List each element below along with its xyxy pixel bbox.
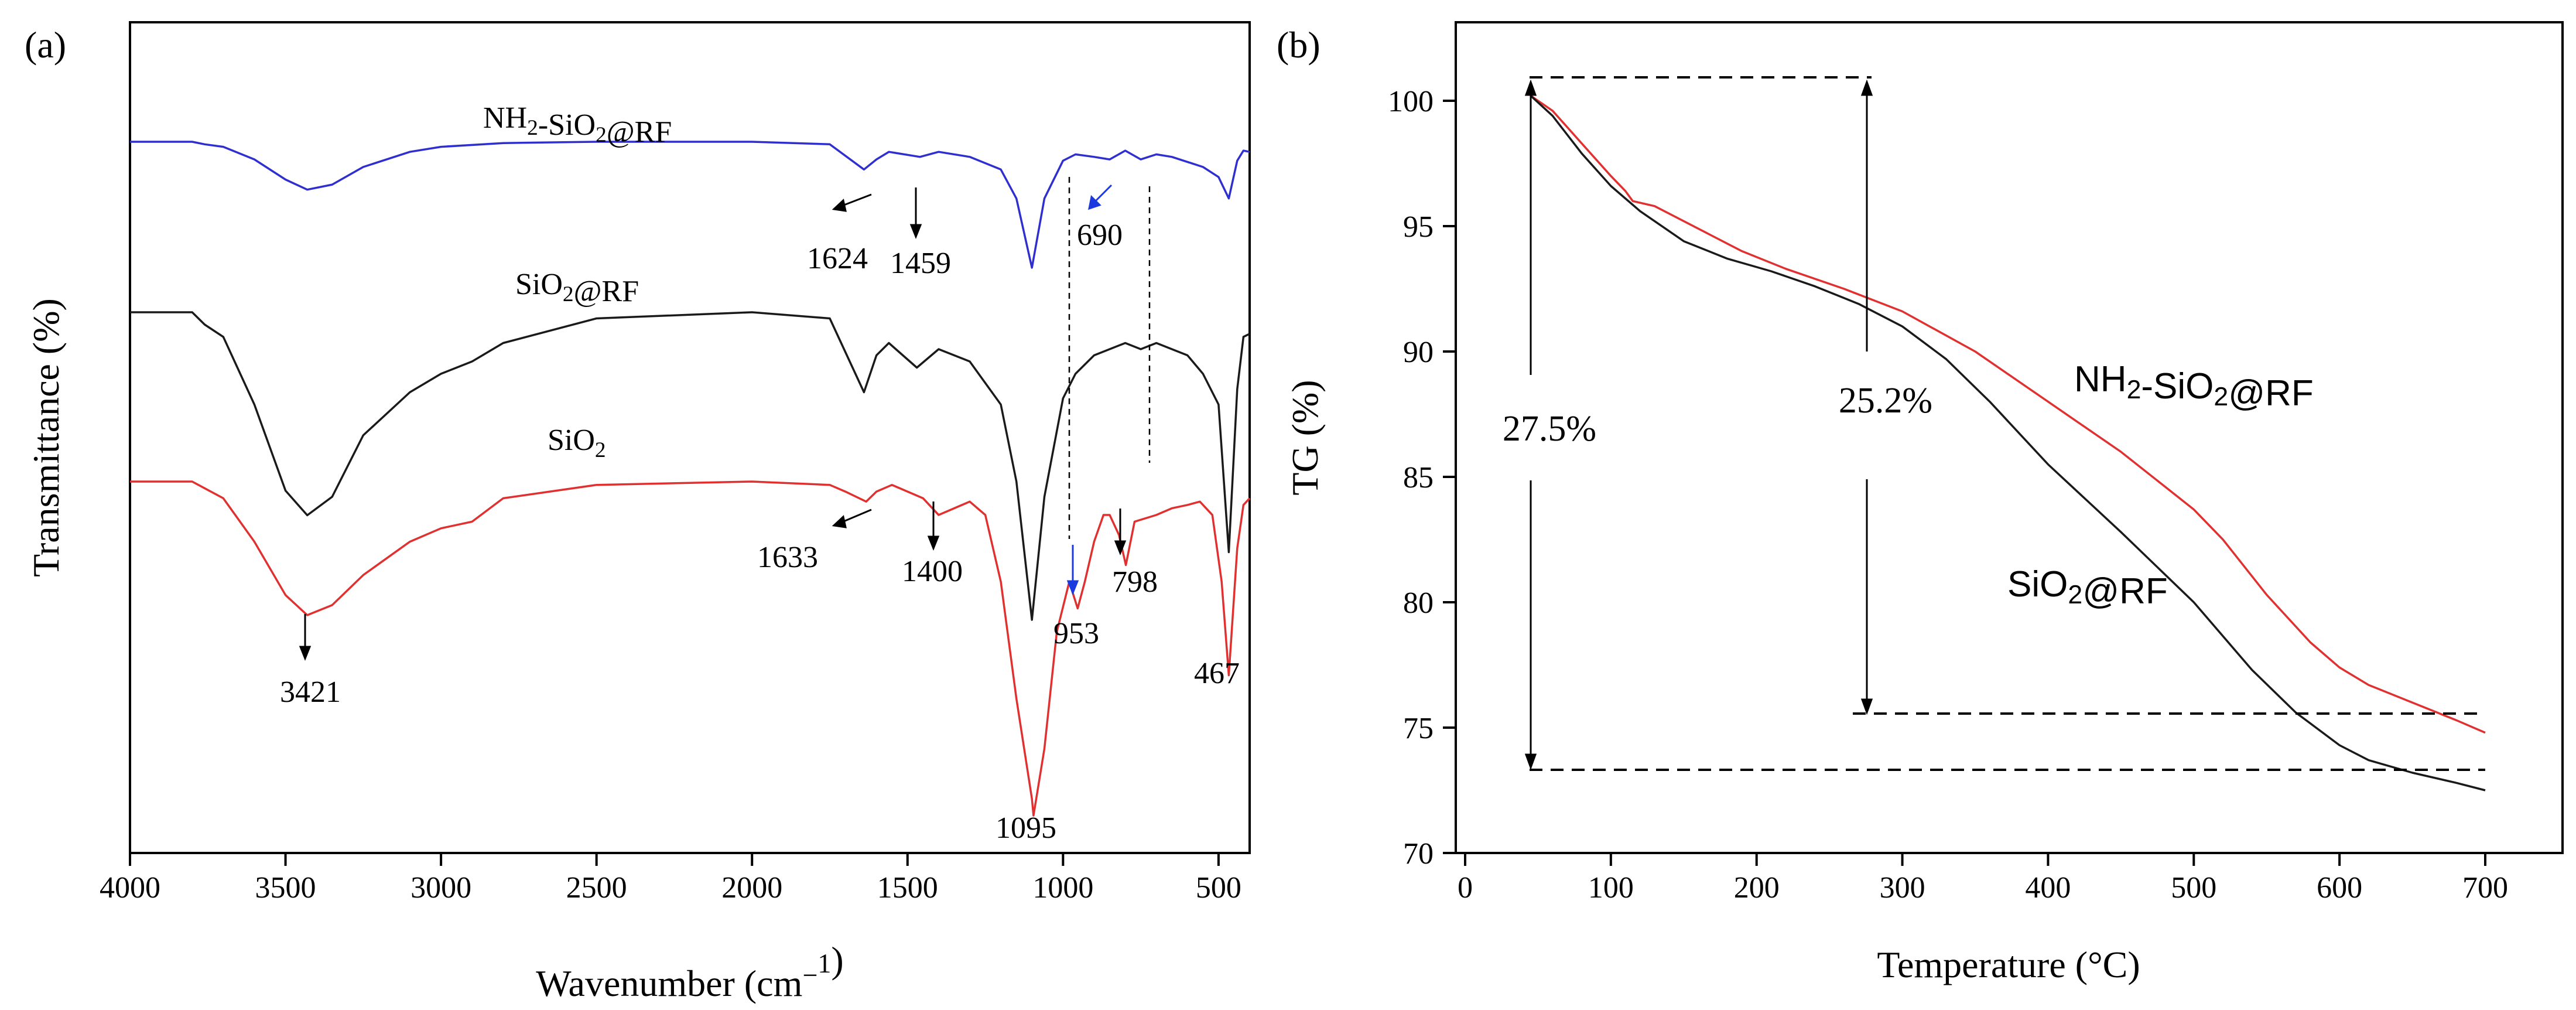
panel-a-series-2 [130,480,1251,817]
arrow-27-5-down-head [1524,753,1537,770]
panel-a-xtick-label-3500: 3500 [255,871,316,905]
panel-a-ylabel: Transmittance (%) [25,298,67,577]
panel-b-xtick-label-100: 100 [1588,871,1634,905]
panel-b-ytick-label-70: 70 [1403,837,1434,871]
peak-label-953: 953 [1053,617,1099,650]
panel-a-series-0 [130,141,1250,269]
panel-a-frame [129,21,1251,854]
arrowhead-1624 [832,199,847,212]
panel-a-xtick-label-4000: 4000 [100,871,160,905]
arrowhead-1459 [909,224,922,240]
panel-b-xtick-label-0: 0 [1458,871,1473,905]
panel-a-xtick-label-3000: 3000 [410,871,471,905]
panel-b-ytick-label-90: 90 [1403,336,1434,369]
panel-a-label: (a) [25,24,66,66]
peak-label-467: 467 [1194,657,1240,690]
panel-a-dashed-guides [1068,177,1151,539]
arrow-690 [1093,184,1113,204]
panel-b-ytick-label-75: 75 [1403,712,1434,745]
panel-b-xtick-label-600: 600 [2317,871,2362,905]
arrowhead-953 [1066,580,1079,596]
peak-label-690: 690 [1077,219,1123,252]
panel-b-xtick-label-200: 200 [1734,871,1780,905]
peak-label-798: 798 [1112,565,1158,599]
panel-b-arrows [1524,79,1873,770]
label-nh2-sio2-rf-a: NH2-SiO2@RF [483,101,672,149]
arrowhead-1400 [927,535,940,551]
panel-a-series-1 [130,311,1250,621]
label-sio2-rf-b: SiO2@RF [2007,564,2168,612]
arrowhead-690 [1088,195,1101,210]
panel-b-xtick-label-300: 300 [1880,871,1925,905]
peak-label-1400: 1400 [902,555,963,588]
panel-b-label: (b) [1277,24,1321,66]
panel-b-series-0 [1530,94,2486,734]
peak-label-1095: 1095 [995,811,1056,845]
panel-b-yaxis: 70 75 80 85 90 95 100 [1388,85,1456,871]
panel-a-xaxis: 4000 3500 3000 2500 2000 1500 1000 500 [100,853,1241,905]
arrow-25-2-down-head [1860,698,1873,715]
label-sio2-a: SiO2 [548,424,606,462]
panel-a-series [130,141,1251,817]
panel-b-ytick-label-100: 100 [1388,85,1434,118]
mass-loss-27-5: 27.5% [1503,409,1596,449]
panel-b-xtick-label-700: 700 [2462,871,2508,905]
panel-a-blue-arrows [1066,184,1113,596]
peak-label-3421: 3421 [280,675,341,709]
panel-b-xaxis: 0 100 200 300 400 500 600 700 [1458,853,2508,905]
arrowhead-798 [1114,540,1127,556]
label-nh2-sio2-rf-b: NH2-SiO2@RF [2074,359,2314,414]
panel-a-xlabel: Wavenumber (cm−1) [536,939,843,1004]
arrow-27-5-up-head [1524,79,1537,96]
mass-loss-25-2: 25.2% [1839,381,1932,421]
arrowhead-1633 [832,515,847,528]
panel-b-xlabel: Temperature (°C) [1877,944,2140,985]
panel-a-xtick-label-1500: 1500 [877,871,938,905]
panel-b-ytick-label-95: 95 [1403,210,1434,244]
panel-a-xtick-label-500: 500 [1196,871,1241,905]
panel-b-ytick-label-80: 80 [1403,586,1434,620]
panel-b-ytick-label-85: 85 [1403,461,1434,494]
panel-a-xtick-label-2500: 2500 [566,871,627,905]
arrow-25-2-up-head [1860,79,1873,96]
panel-b-frame [1455,21,2564,854]
arrow-1633 [840,509,872,524]
panel-b-xtick-label-400: 400 [2025,871,2071,905]
peak-label-1633: 1633 [757,541,818,574]
peak-label-1624: 1624 [807,242,868,275]
panel-b-dashed-guides [1530,76,2485,771]
arrow-1624 [840,193,872,207]
panel-a-xtick-label-2000: 2000 [721,871,782,905]
panel-b-series-1 [1530,95,2486,791]
arrowhead-3421 [299,646,312,661]
label-sio2-rf-a: SiO2@RF [515,268,639,308]
panel-b-xtick-label-500: 500 [2171,871,2216,905]
panel-a-xtick-label-1000: 1000 [1032,871,1093,905]
panel-a-arrows [299,187,1127,661]
panel-b-series [1530,94,2486,791]
panel-b-ylabel: TG (%) [1284,380,1326,495]
peak-label-1459: 1459 [890,247,951,280]
